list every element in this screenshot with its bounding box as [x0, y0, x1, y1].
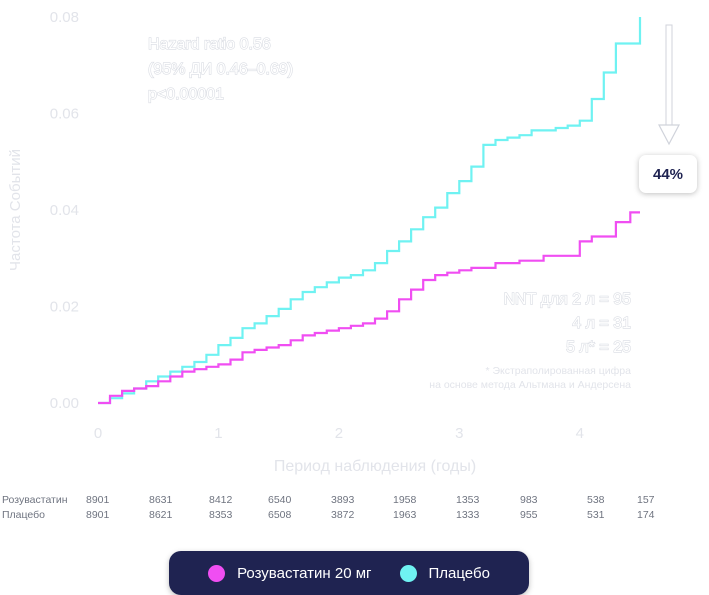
legend-label: Розувастатин 20 мг: [237, 564, 372, 582]
at-risk-cell: 8631: [149, 494, 173, 506]
hazard-line: p<0.00001: [148, 86, 224, 103]
nnt-annotation: NNT для 2 л = 95 4 л = 31 5 л* = 25: [503, 290, 632, 356]
x-tick-label: 3: [455, 425, 463, 442]
at-risk-cell: 1958: [393, 494, 417, 506]
at-risk-cell: 3893: [331, 494, 355, 506]
legend-item-rosuvastatin: Розувастатин 20 мг: [208, 564, 372, 582]
at-risk-cell: 8353: [209, 509, 233, 521]
reduction-badge: 44%: [639, 155, 697, 193]
at-risk-cell: 1353: [456, 494, 480, 506]
footnote-line: на основе метода Альтмана и Андерсена: [429, 379, 631, 391]
at-risk-cell: 6540: [268, 494, 292, 506]
x-tick-labels: 0 1 2 3 4: [94, 425, 584, 442]
at-risk-cell: 531: [587, 509, 605, 521]
x-tick-label: 4: [576, 425, 584, 442]
at-risk-cell: 174: [637, 509, 655, 521]
chart-legend: Розувастатин 20 мг Плацебо: [169, 551, 529, 595]
y-tick-labels: 0.00 0.02 0.04 0.06 0.08: [50, 9, 79, 412]
y-tick-label: 0.06: [50, 106, 79, 123]
at-risk-cell: 983: [520, 494, 538, 506]
footnote: * Экстраполированная цифра на основе мет…: [429, 365, 631, 391]
legend-label: Плацебо: [428, 564, 490, 582]
x-tick-label: 2: [335, 425, 343, 442]
y-axis-label: Частота Событий: [7, 149, 24, 271]
at-risk-cell: 955: [520, 509, 538, 521]
at-risk-cell: 1333: [456, 509, 480, 521]
hazard-line: (95% ДИ 0.46–0.69): [148, 61, 293, 78]
at-risk-cell: 157: [637, 494, 655, 506]
legend-swatch: [399, 564, 417, 582]
x-axis-label: Период наблюдения (годы): [274, 458, 476, 475]
hazard-annotation: Hazard ratio 0.56 (95% ДИ 0.46–0.69) p<0…: [147, 35, 293, 103]
rosuvastatin-series-line: [98, 211, 640, 405]
at-risk-cell: 8621: [149, 509, 173, 521]
footnote-line: * Экстраполированная цифра: [485, 365, 631, 377]
placebo-series-line: [98, 17, 642, 405]
at-risk-cell: 8412: [209, 494, 233, 506]
y-tick-label: 0.02: [50, 299, 79, 316]
nnt-line: 4 л = 31: [572, 315, 631, 332]
x-tick-label: 1: [214, 425, 222, 442]
y-tick-label: 0.04: [50, 202, 79, 219]
at-risk-row-label: Плацебо: [2, 509, 45, 521]
at-risk-cell: 8901: [86, 494, 110, 506]
hazard-line: Hazard ratio 0.56: [148, 36, 271, 53]
at-risk-cell: 3872: [331, 509, 355, 521]
legend-swatch: [208, 564, 226, 582]
legend-item-placebo: Плацебо: [399, 564, 490, 582]
at-risk-cell: 1963: [393, 509, 417, 521]
at-risk-cell: 6508: [268, 509, 292, 521]
nnt-line: 5 л* = 25: [566, 339, 631, 356]
y-tick-label: 0.08: [50, 9, 79, 26]
y-tick-label: 0.00: [50, 395, 79, 412]
at-risk-cell: 538: [587, 494, 605, 506]
down-arrow-icon: [658, 24, 680, 146]
nnt-line: NNT для 2 л = 95: [503, 291, 631, 308]
x-tick-label: 0: [94, 425, 102, 442]
at-risk-row-label: Розувастатин: [2, 494, 68, 506]
at-risk-cell: 8901: [86, 509, 110, 521]
